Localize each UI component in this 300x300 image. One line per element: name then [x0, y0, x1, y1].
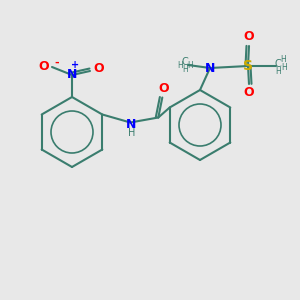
Text: H: H — [177, 61, 183, 70]
Text: N: N — [67, 68, 77, 82]
Text: O: O — [244, 86, 254, 100]
Text: O: O — [244, 31, 254, 44]
Text: +: + — [71, 60, 79, 70]
Text: N: N — [126, 118, 136, 131]
Text: H: H — [280, 56, 286, 64]
Text: -: - — [55, 58, 59, 68]
Text: N: N — [205, 61, 215, 74]
Text: H: H — [275, 68, 281, 76]
Text: O: O — [39, 61, 49, 74]
Text: S: S — [243, 59, 253, 73]
Text: O: O — [94, 62, 104, 76]
Text: H: H — [182, 65, 188, 74]
Text: H: H — [128, 128, 135, 139]
Text: H: H — [187, 61, 193, 70]
Text: O: O — [158, 82, 169, 95]
Text: C: C — [182, 57, 188, 67]
Text: C: C — [274, 59, 281, 69]
Text: H: H — [281, 64, 287, 73]
